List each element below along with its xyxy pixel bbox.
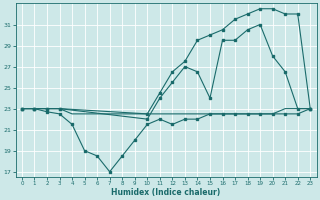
- X-axis label: Humidex (Indice chaleur): Humidex (Indice chaleur): [111, 188, 221, 197]
